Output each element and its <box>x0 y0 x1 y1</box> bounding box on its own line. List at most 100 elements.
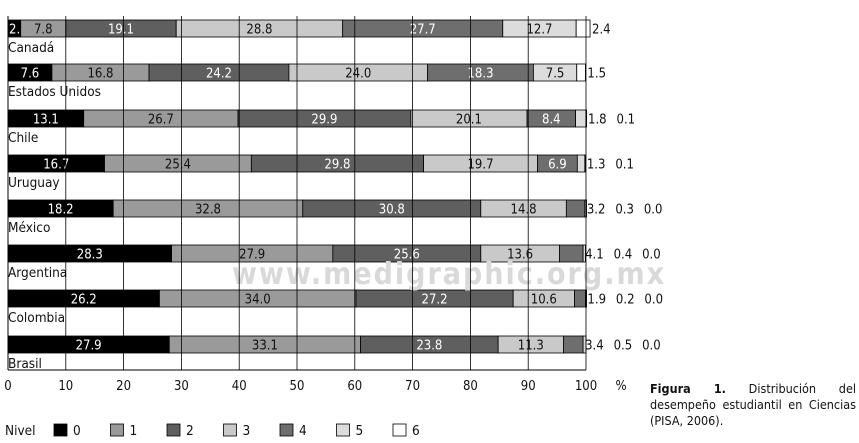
legend-label: 0 <box>73 423 81 439</box>
country-label: Argentina <box>8 265 67 281</box>
bar-value-label: 25.4 <box>165 158 191 173</box>
bar-value-label: 0.1 <box>615 158 634 173</box>
bar-value-label: 11.3 <box>518 339 544 354</box>
bar-value-label: 3.4 <box>585 339 604 354</box>
bar-value-label: 18.2 <box>48 203 74 218</box>
x-axis: 0 10 20 30 40 50 60 70 80 90 100% <box>4 16 627 394</box>
legend-swatch-level-1 <box>110 423 124 437</box>
bar-value-label: 7.8 <box>34 23 53 38</box>
bar-segment-level-5 <box>582 335 587 354</box>
bar-segment-level-5 <box>576 154 586 173</box>
bar-value-label: 0.0 <box>642 248 661 263</box>
legend-label: 2 <box>186 423 194 439</box>
bar-value-label: 27.2 <box>422 293 448 308</box>
bar-value-label: 2.4 <box>592 23 611 38</box>
watermark: www.medigraphic.org.mx <box>232 257 666 292</box>
country-label: Canadá <box>8 40 54 56</box>
bar-value-label: 13.6 <box>507 248 533 263</box>
country-label: México <box>8 220 50 236</box>
bar-value-label: 8.4 <box>542 113 561 128</box>
bar-value-label: 0.2 <box>616 293 635 308</box>
bar-segment-level-4 <box>574 289 586 308</box>
caption-text: Distribución del desempeño estudiantil e… <box>650 381 856 428</box>
bar-value-label: 13.1 <box>33 113 59 128</box>
legend-label: 3 <box>243 423 251 439</box>
bar-value-label: 3.2 <box>587 203 606 218</box>
x-tick-label: 0 <box>4 379 11 394</box>
bar-value-label: 29.8 <box>324 158 350 173</box>
bar-value-label: 29.9 <box>311 113 337 128</box>
bar-value-label: 16.7 <box>43 158 69 173</box>
country-label: Chile <box>8 130 38 146</box>
bar-value-label: 1.9 <box>587 293 606 308</box>
legend: Nivel 0 1 2 3 4 5 6 <box>5 423 420 439</box>
country-label: Uruguay <box>8 175 60 191</box>
bar-value-label: 18.3 <box>467 67 493 82</box>
legend-label: 1 <box>130 423 138 439</box>
bar-value-label: 6.9 <box>548 158 567 173</box>
x-tick-label: 60 <box>347 379 362 394</box>
bar-value-label: 1.8 <box>588 113 607 128</box>
country-label: Estados Unidos <box>8 84 101 100</box>
x-tick-label: 70 <box>405 379 420 394</box>
bar-value-label: 1.3 <box>587 158 606 173</box>
bar-value-label: 32.8 <box>195 203 221 218</box>
bar-value-label: 16.8 <box>87 67 113 82</box>
x-tick-label: 50 <box>290 379 305 394</box>
bar-segment-level-6 <box>584 154 586 173</box>
bar-value-label: 19.1 <box>108 23 134 38</box>
caption-label: Figura 1. <box>650 381 726 396</box>
country-label: Brasil <box>8 356 42 372</box>
bar-value-label: 20.1 <box>456 113 482 128</box>
bar-value-label: 19.7 <box>467 158 493 173</box>
bar-value-label: 27.9 <box>239 248 265 263</box>
bar-value-label: 26.2 <box>71 293 97 308</box>
bar-value-label: 12.7 <box>526 23 552 38</box>
legend-swatch-level-6 <box>392 423 407 437</box>
bar-value-label: 0.0 <box>644 203 663 218</box>
legend-swatch-level-5 <box>336 423 350 437</box>
bar-value-label: 0.0 <box>644 293 663 308</box>
bar-value-label: 23.8 <box>416 339 442 354</box>
x-tick-label: 10 <box>58 379 73 394</box>
x-tick-label: 80 <box>463 379 478 394</box>
bar-value-label: 30.8 <box>379 203 405 218</box>
bar-value-label: 34.0 <box>245 293 271 308</box>
country-labels: Canadá Estados Unidos Chile Uruguay México Ar… <box>8 40 101 372</box>
legend-label: 4 <box>299 423 307 439</box>
bar-segment-level-6 <box>575 19 591 38</box>
bar-value-label: 28.8 <box>246 23 272 38</box>
country-label: Colombia <box>8 310 65 326</box>
bar-value-label: 0.4 <box>614 248 633 263</box>
bar-value-label: 26.7 <box>148 113 174 128</box>
bar-value-label: 28.3 <box>77 248 103 263</box>
legend-label: 5 <box>356 423 364 439</box>
bar-value-label: 7.6 <box>21 67 40 82</box>
legend-label: 6 <box>412 423 420 439</box>
bar-value-label: 24.0 <box>345 67 371 82</box>
bar-segment-level-4 <box>563 335 584 354</box>
bar-value-label: 1.5 <box>587 67 606 82</box>
bar-segment-level-5 <box>575 109 587 128</box>
bar-value-label: 0.1 <box>617 113 636 128</box>
legend-swatch-level-2 <box>166 423 181 437</box>
figure-caption: Figura 1. Distribución del desempeño est… <box>650 381 856 429</box>
bar-value-label: 14.8 <box>511 203 537 218</box>
bar-value-label: 4.1 <box>585 248 604 263</box>
legend-swatch-level-3 <box>223 423 237 437</box>
bar-segment-level-6 <box>576 63 586 82</box>
bar-value-label: 25.6 <box>394 248 420 263</box>
bar-segment-level-4 <box>565 199 586 218</box>
x-tick-label: 100 <box>575 379 597 394</box>
x-axis-unit: % <box>615 379 626 394</box>
bar-value-label: 0.3 <box>615 203 634 218</box>
bar-value-label: 10.6 <box>531 293 557 308</box>
bar-value-label: 24.2 <box>206 67 232 82</box>
bars-group: 2.2 7.8 19.1 28.8 27.7 12.7 2.47.6 16.8 24.2 24.0… <box>7 19 663 354</box>
bar-value-label: 7.5 <box>546 67 565 82</box>
bar-value-label: 0.5 <box>614 339 633 354</box>
legend-swatch-level-0 <box>53 423 68 437</box>
bar-value-label: 27.7 <box>410 23 436 38</box>
x-tick-label: 20 <box>116 379 131 394</box>
